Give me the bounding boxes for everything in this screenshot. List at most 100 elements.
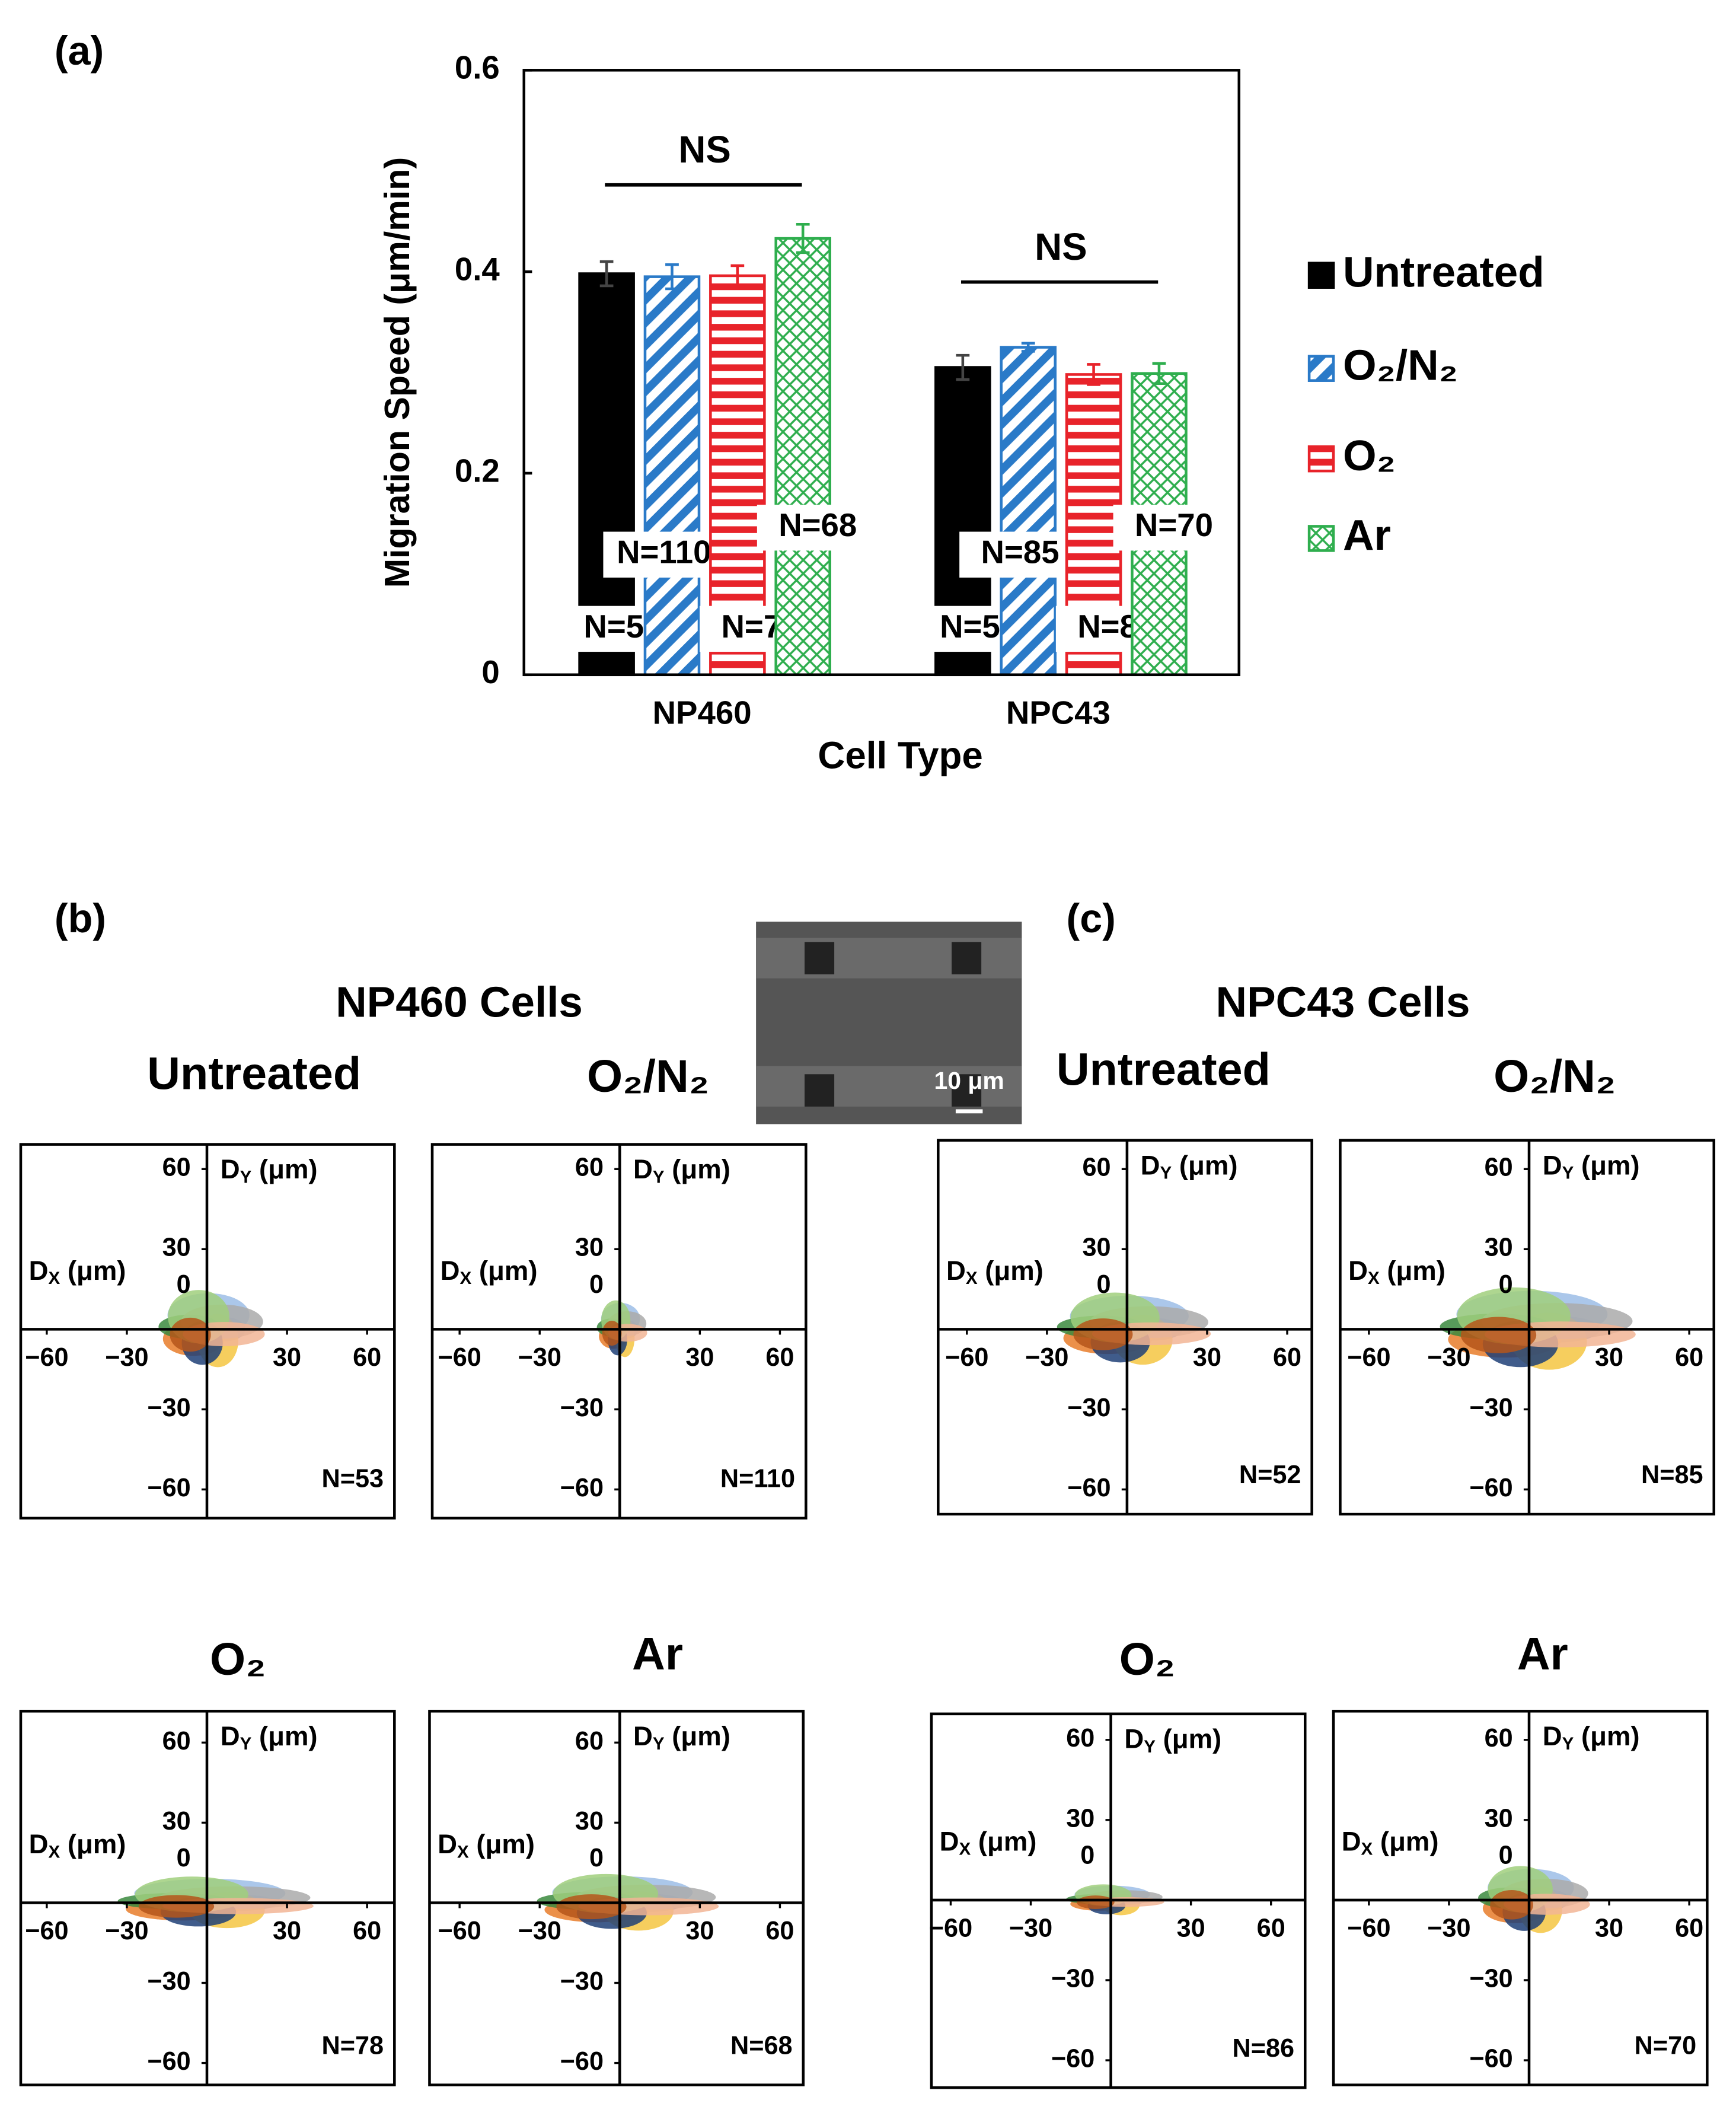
y-axis-label: Migration Speed (μm/min)	[377, 157, 417, 588]
x-tick-label: 60	[1675, 1914, 1703, 1942]
y-tick-label: 0.4	[455, 251, 500, 288]
plot-title: Ar	[632, 1629, 683, 1680]
axis-label-part: (μm)	[1373, 1826, 1438, 1856]
axis-label-part: (μm)	[1156, 1723, 1221, 1754]
x-axis-label: DX (μm)	[1348, 1255, 1445, 1288]
y-tick-label: −30	[560, 1967, 604, 1996]
plot-title: Ar	[1517, 1629, 1568, 1680]
axis-label-part: Y	[240, 1734, 252, 1754]
n-label-box	[959, 531, 1081, 578]
n-label-box	[757, 505, 879, 551]
error-bar	[1152, 362, 1166, 385]
group-title: NPC43 Cells	[1216, 978, 1470, 1026]
y-tick-label: 0	[177, 1270, 191, 1299]
axis-label-part: Y	[653, 1167, 665, 1187]
axis-label-part: D	[633, 1154, 653, 1184]
x-axis-label: DX (μm)	[940, 1826, 1037, 1859]
axis-label-part: D	[1342, 1826, 1361, 1856]
y-tick-label: 60	[1083, 1153, 1111, 1182]
y-tick-label: 60	[575, 1727, 604, 1755]
y-tick-label: 0	[1499, 1270, 1513, 1299]
legend-swatch	[1307, 525, 1335, 552]
axis-label-part: X	[457, 1842, 469, 1862]
error-bar	[1087, 363, 1100, 386]
axis-label-part: (μm)	[251, 1721, 317, 1751]
track-cluster	[602, 1321, 622, 1346]
y-tick-label: −30	[1051, 1964, 1094, 1993]
y-axis-label: DY (μm)	[221, 1154, 318, 1187]
y-tick-label: −30	[1469, 1394, 1512, 1422]
x-axis-label: DX (μm)	[29, 1829, 126, 1862]
y-tick-label: −30	[147, 1967, 190, 1996]
axis-label-part: X	[48, 1842, 60, 1862]
x-tick-label: −60	[25, 1917, 68, 1945]
n-label: N=53	[322, 1465, 384, 1493]
axis-label-part: D	[940, 1826, 959, 1856]
x-tick-label: 60	[1257, 1914, 1285, 1942]
n-label: N=78	[322, 2031, 384, 2060]
axis-label-part: D	[29, 1255, 49, 1286]
n-label: N=86	[1233, 2034, 1295, 2063]
axis-label-part: (μm)	[469, 1829, 535, 1859]
x-tick-label: 30	[1177, 1914, 1205, 1942]
axis-label-part: D	[221, 1721, 240, 1751]
plot-title: Untreated	[1057, 1044, 1271, 1095]
n-label: N=110	[617, 534, 711, 571]
n-label: N=68	[730, 2031, 793, 2060]
n-label-box	[1113, 505, 1235, 551]
axis-label-part: (μm)	[1380, 1255, 1445, 1286]
axis-label-part: Y	[1562, 1164, 1574, 1183]
axis-label-part: X	[959, 1840, 971, 1859]
axis-label-part: Y	[240, 1167, 252, 1187]
x-tick-label: −60	[1347, 1914, 1390, 1942]
plot-title: O₂/N₂	[587, 1051, 709, 1102]
x-tick-label: 60	[1273, 1343, 1301, 1372]
legend-label: Ar	[1343, 511, 1391, 559]
axis-label-part: (μm)	[60, 1829, 126, 1859]
y-tick-label: −60	[1469, 2044, 1512, 2073]
axis-label-part: D	[633, 1721, 653, 1751]
bar	[643, 275, 701, 677]
track-cluster	[556, 1894, 627, 1920]
y-tick-label: −60	[147, 2047, 190, 2076]
y-axis-label: DY (μm)	[1141, 1150, 1238, 1183]
axis-label-part: (μm)	[665, 1154, 730, 1184]
axis-label-part: (μm)	[1172, 1150, 1237, 1180]
y-tick-label: 0	[1097, 1270, 1111, 1299]
y-tick-label: 0	[1080, 1841, 1094, 1870]
x-axis-label: DX (μm)	[1342, 1826, 1439, 1859]
x-axis-label: Cell Type	[818, 734, 982, 777]
axis-label-part: (μm)	[471, 1255, 537, 1286]
y-tick-label: 0	[1499, 1841, 1513, 1870]
plot-title: O₂	[210, 1634, 266, 1685]
x-axis-label: DX (μm)	[946, 1255, 1043, 1288]
error-bar	[730, 264, 745, 288]
n-label: N=68	[778, 507, 857, 543]
n-label: N=85	[1641, 1461, 1703, 1489]
plot-frame	[428, 1710, 805, 2086]
track-cluster	[1460, 1317, 1537, 1353]
x-tick-label: −30	[518, 1343, 561, 1372]
x-tick-label: −60	[438, 1343, 481, 1372]
y-tick-label: 30	[162, 1234, 191, 1262]
y-tick-label: −60	[147, 1474, 190, 1502]
y-tick-label: −60	[560, 1474, 604, 1502]
bar	[774, 237, 831, 677]
legend-swatch	[1307, 262, 1335, 289]
axis-label-part: (μm)	[60, 1255, 126, 1286]
y-tick-label: −30	[1067, 1394, 1110, 1422]
y-tick-label: 0.2	[455, 452, 500, 489]
y-axis-label: DY (μm)	[1543, 1150, 1640, 1183]
axis-label-part: D	[29, 1829, 49, 1859]
x-tick-label: NP460	[653, 694, 752, 731]
bar	[1000, 346, 1057, 677]
axis-label-part: (μm)	[1574, 1721, 1639, 1751]
significance-label: NS	[1035, 225, 1087, 268]
x-tick-label: −30	[518, 1917, 561, 1945]
track-cluster	[1073, 1318, 1133, 1350]
legend-label: O₂	[1343, 432, 1396, 480]
sem-image	[756, 922, 1022, 1124]
y-tick-label: −30	[560, 1394, 604, 1422]
y-axis-label: DY (μm)	[221, 1721, 318, 1754]
